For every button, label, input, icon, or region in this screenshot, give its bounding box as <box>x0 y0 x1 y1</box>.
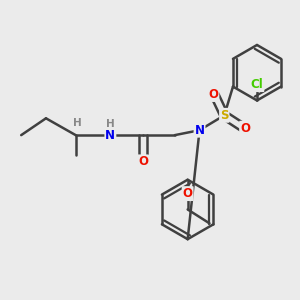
Text: O: O <box>138 155 148 168</box>
Text: H: H <box>73 118 82 128</box>
Text: S: S <box>220 109 229 122</box>
Text: O: O <box>240 122 250 135</box>
Text: Cl: Cl <box>250 78 263 91</box>
Text: H: H <box>106 119 115 129</box>
Text: N: N <box>105 129 116 142</box>
Text: O: O <box>208 88 218 101</box>
Text: N: N <box>194 124 205 137</box>
Text: O: O <box>183 187 193 200</box>
